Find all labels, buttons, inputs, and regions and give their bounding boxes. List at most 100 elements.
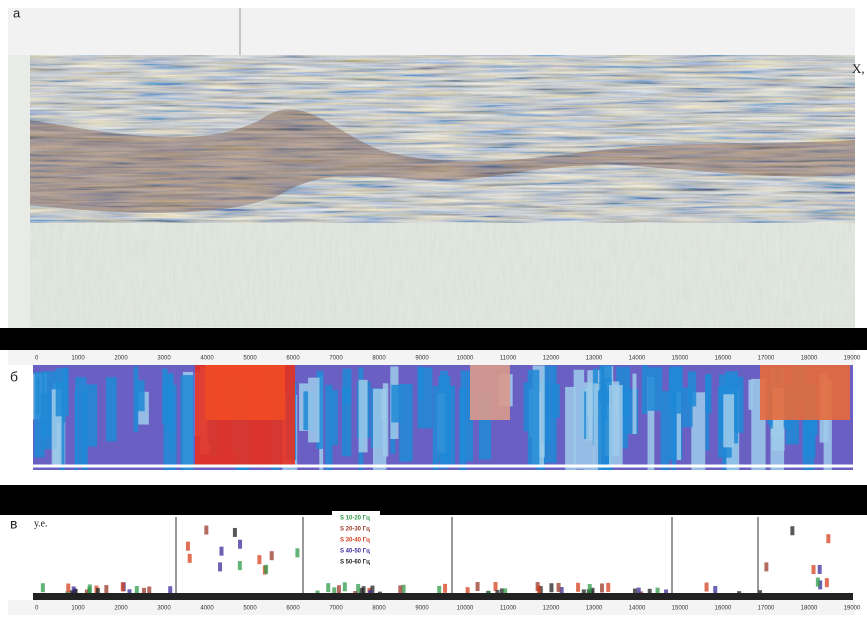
marker <box>465 587 470 597</box>
marker <box>332 587 337 597</box>
streak <box>106 377 117 442</box>
streak <box>135 380 145 412</box>
x-tick-label: 5000 <box>243 356 257 362</box>
marker <box>398 585 403 595</box>
marker <box>185 541 190 551</box>
x-tick-label: 6000 <box>286 606 300 612</box>
separator <box>0 485 867 515</box>
marker <box>219 546 224 556</box>
x-tick-label: 16000 <box>715 606 732 612</box>
marker <box>95 588 100 598</box>
streak <box>583 391 589 440</box>
streak <box>342 368 352 404</box>
marker <box>475 582 480 592</box>
x-tick-label: 2000 <box>114 606 128 612</box>
x-tick-label: 10000 <box>457 356 474 362</box>
streak <box>358 379 368 453</box>
streak <box>51 389 62 467</box>
hot-zone <box>760 365 850 420</box>
streak <box>59 387 65 470</box>
streak <box>647 367 663 411</box>
streak <box>55 368 69 417</box>
streak <box>417 366 424 400</box>
axis-c <box>8 600 855 615</box>
panel-a-header <box>8 8 855 55</box>
x-tick-label: 3000 <box>157 356 171 362</box>
marker <box>187 553 192 563</box>
streak <box>308 377 320 443</box>
marker <box>549 583 554 593</box>
marker <box>599 583 604 593</box>
x-tick-label: 0 <box>35 356 39 362</box>
streak <box>551 383 560 418</box>
streak <box>573 369 585 470</box>
legend-entry: S 20-30 Гц <box>340 527 370 533</box>
x-tick-label: 16000 <box>715 356 732 362</box>
marker <box>87 584 92 594</box>
marker <box>499 588 504 598</box>
legend-box <box>332 511 380 569</box>
x-tick-label: 7000 <box>329 606 343 612</box>
streak <box>74 390 78 470</box>
streak <box>381 389 387 422</box>
streak <box>647 377 655 470</box>
x-tick-label: 13000 <box>586 356 603 362</box>
x-tick-label: 17000 <box>758 356 775 362</box>
hot-zone <box>205 365 285 420</box>
streak <box>180 375 194 470</box>
marker <box>218 562 223 572</box>
streak <box>444 385 456 467</box>
streak <box>325 384 333 470</box>
streak <box>723 394 735 448</box>
streak <box>676 392 681 461</box>
marker <box>576 582 581 592</box>
hot-zone <box>470 365 510 420</box>
marker <box>370 585 375 595</box>
marker <box>336 585 341 595</box>
streak <box>586 386 593 441</box>
legend-entry: S 40-50 Гц <box>340 549 370 555</box>
marker <box>818 580 823 590</box>
marker <box>503 588 508 598</box>
marker <box>168 586 173 596</box>
marker <box>587 584 592 594</box>
panel-label: а <box>13 5 21 20</box>
x-tick-label: 0 <box>35 606 39 612</box>
marker <box>134 586 139 596</box>
marker <box>536 585 541 595</box>
panel-label: в <box>10 516 17 532</box>
streak <box>316 371 324 449</box>
streak <box>802 383 815 470</box>
panel-label: б <box>10 369 18 385</box>
separator <box>0 328 867 350</box>
streak <box>565 386 576 470</box>
streak <box>671 392 677 470</box>
x-tick-label: 9000 <box>415 606 429 612</box>
streak <box>608 385 623 467</box>
marker <box>264 564 269 574</box>
unit-label: у.е. <box>34 518 47 529</box>
marker <box>142 587 147 597</box>
x-tick-label: 11000 <box>500 606 517 612</box>
marker <box>238 539 243 549</box>
x-tick-label: 15000 <box>672 356 689 362</box>
markers <box>40 517 831 601</box>
streak <box>688 371 697 407</box>
marker <box>764 562 769 572</box>
marker <box>237 561 242 571</box>
x-tick-label: 18000 <box>801 356 818 362</box>
x-tick-label: 8000 <box>372 606 386 612</box>
streak <box>36 377 40 415</box>
streak <box>541 381 551 444</box>
marker <box>493 582 498 592</box>
x-tick-label: 12000 <box>543 606 560 612</box>
x-tick-label: 14000 <box>629 356 646 362</box>
streak <box>682 387 693 428</box>
streak <box>641 365 649 414</box>
marker <box>204 525 209 535</box>
streak <box>391 384 401 423</box>
marker <box>817 564 822 574</box>
marker <box>559 587 564 597</box>
marker <box>437 585 442 595</box>
